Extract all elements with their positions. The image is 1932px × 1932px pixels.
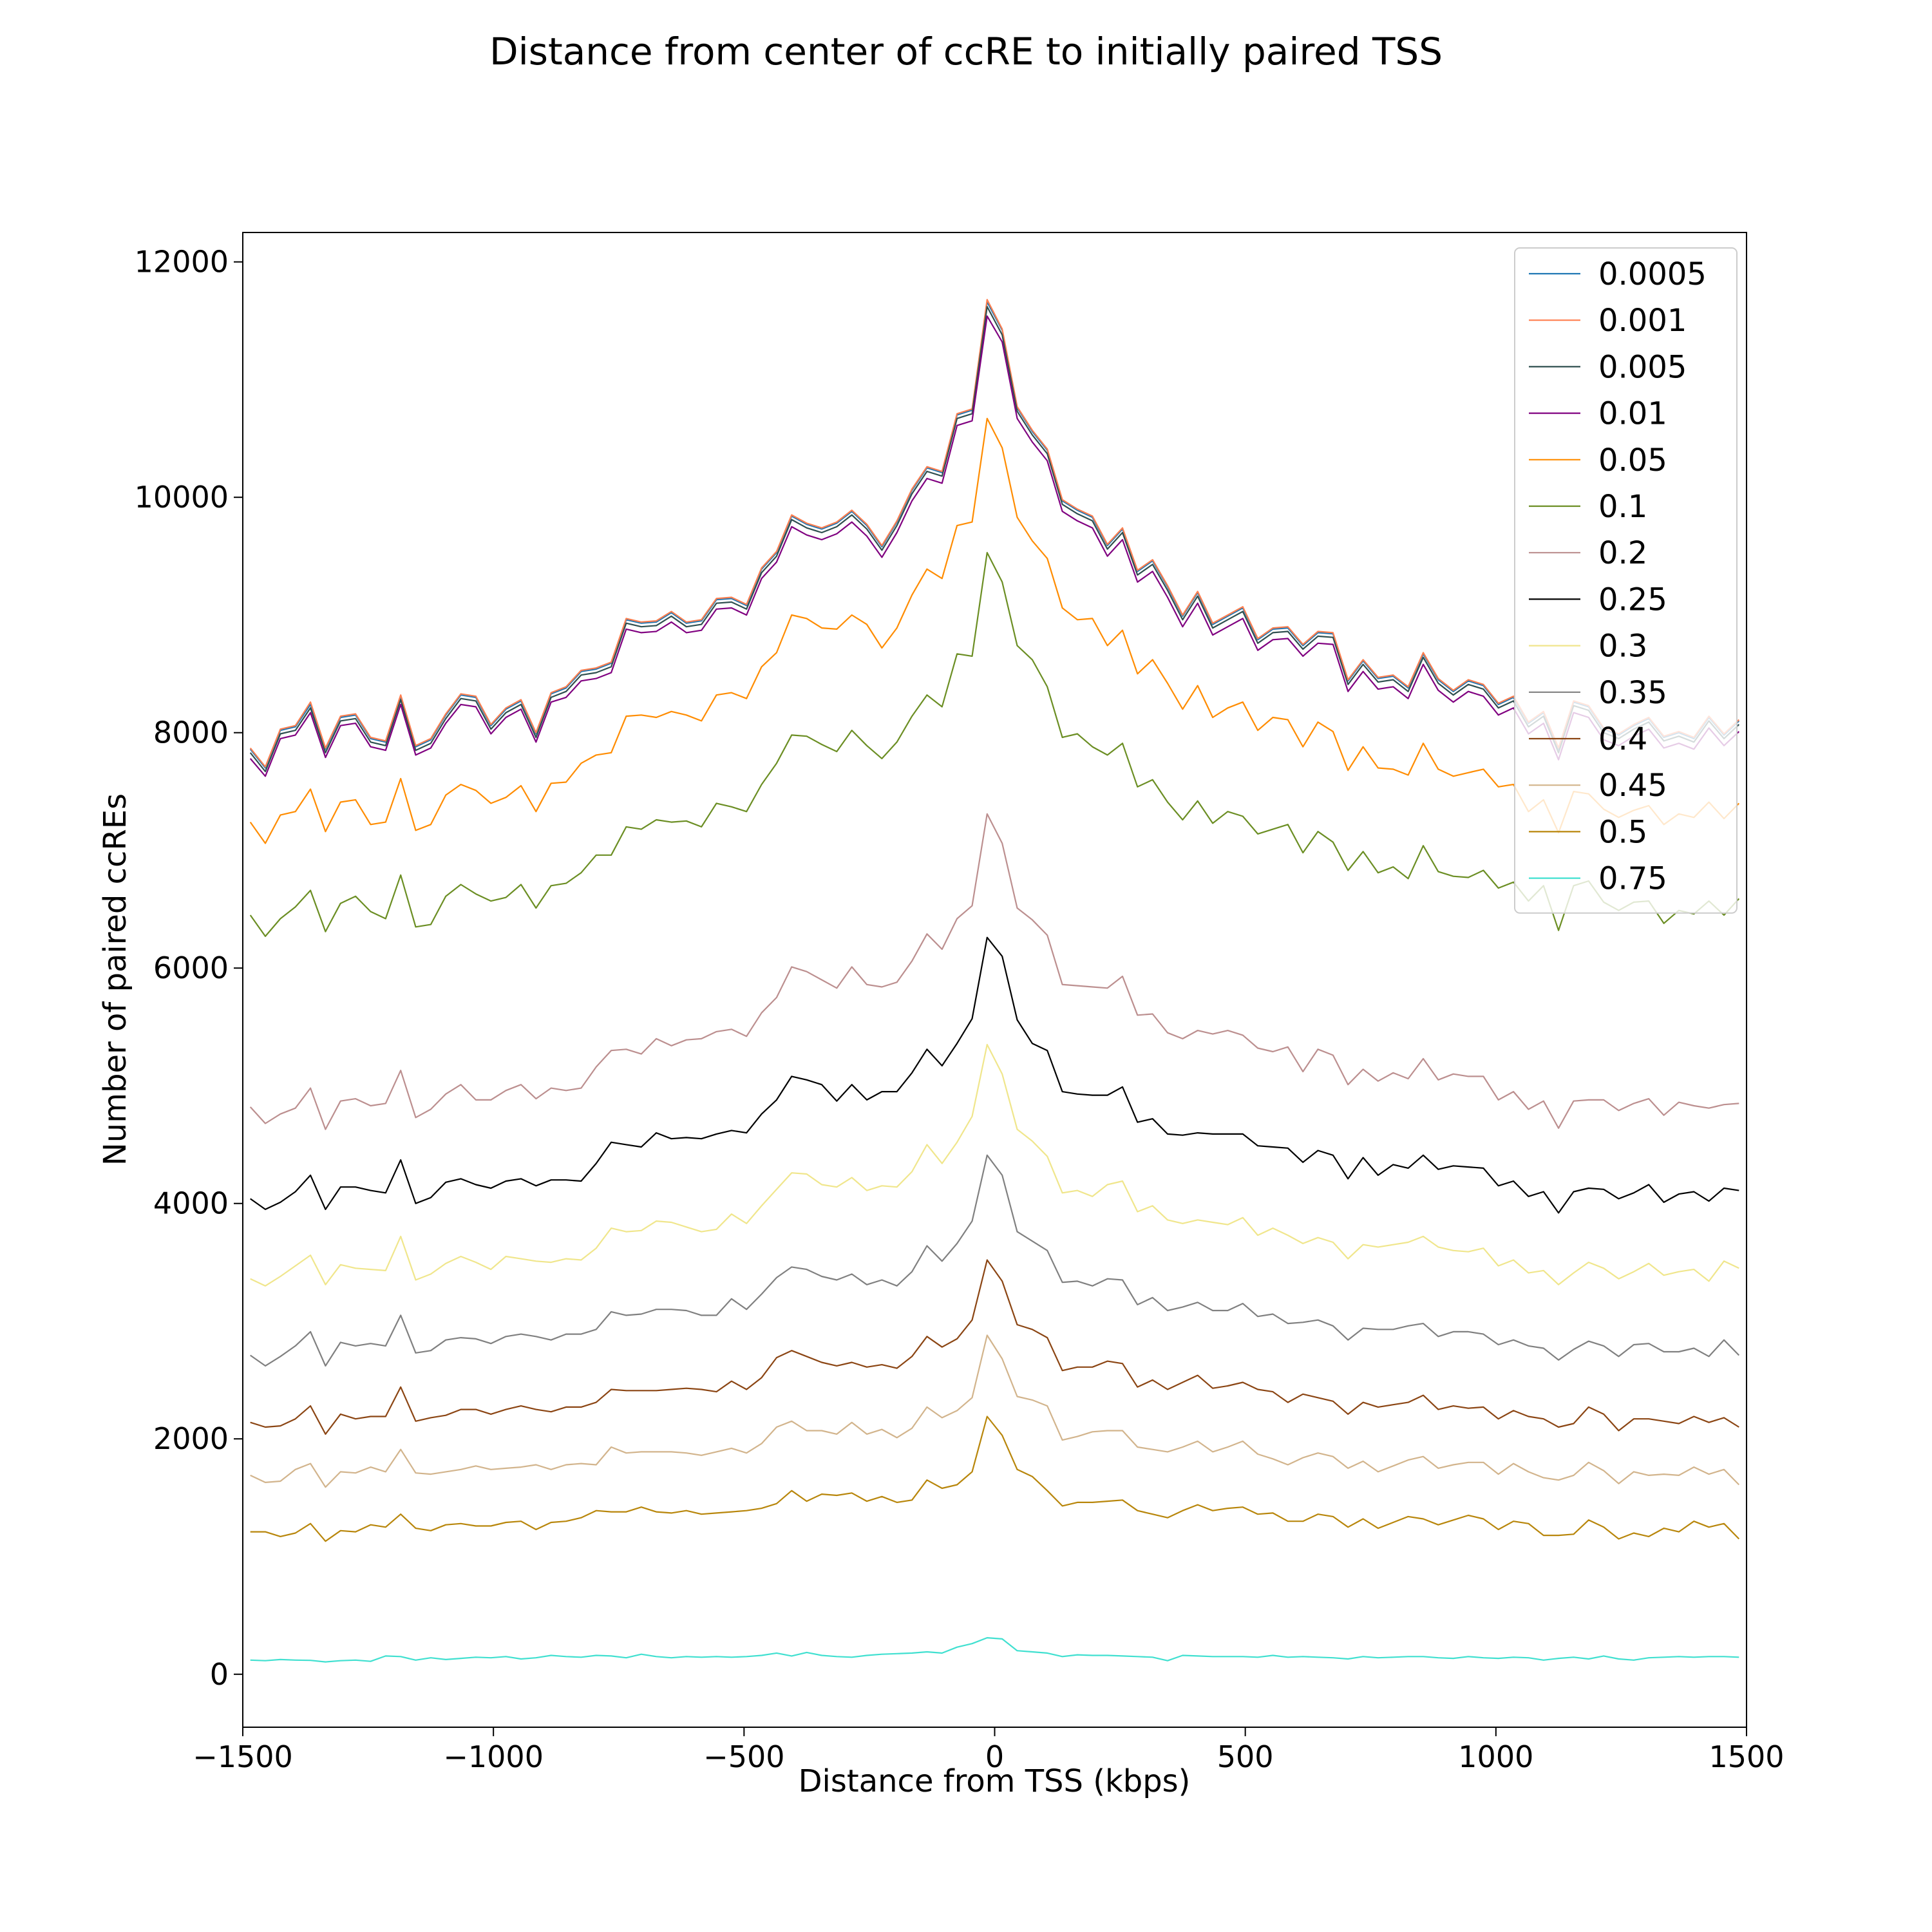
x-tick-label: 500 xyxy=(1217,1739,1274,1774)
legend-label: 0.1 xyxy=(1598,489,1647,525)
series-lines xyxy=(249,299,1740,1663)
legend-label: 0.005 xyxy=(1598,349,1687,385)
y-tick-label: 2000 xyxy=(153,1421,229,1456)
x-axis: −1500 −1000 −500 0 500 1000 1500 xyxy=(193,1727,1785,1774)
legend-box xyxy=(1514,247,1738,914)
series-line-0_45 xyxy=(250,1334,1740,1488)
series-line-0_0005 xyxy=(249,301,1740,769)
x-tick-label: 1000 xyxy=(1458,1739,1533,1774)
legend-label: 0.0005 xyxy=(1598,256,1707,292)
x-axis-label: Distance from TSS (kbps) xyxy=(799,1763,1191,1799)
x-tick-label: 0 xyxy=(985,1739,1004,1774)
series-line-0_25 xyxy=(250,936,1739,1214)
y-axis-label: Number of paired ccREs xyxy=(97,793,133,1166)
series-line-0_05 xyxy=(249,417,1740,844)
series-line-0_1 xyxy=(249,551,1740,938)
chart-title: Distance from center of ccRE to initiall… xyxy=(489,30,1443,73)
series-line-0_3 xyxy=(250,1043,1739,1287)
legend: 0.0005 0.001 0.005 0.01 0.05 0.1 0.2 0.25 0.3 0.3… xyxy=(1514,247,1738,914)
series-line-0_4 xyxy=(250,1259,1739,1435)
series-line-0_35 xyxy=(250,1154,1740,1367)
x-tick-label: −1500 xyxy=(193,1739,293,1774)
legend-label: 0.05 xyxy=(1598,442,1667,478)
y-tick-label: 12000 xyxy=(135,245,229,279)
legend-label: 0.75 xyxy=(1598,861,1667,897)
legend-label: 0.25 xyxy=(1598,582,1667,618)
series-line-0_005 xyxy=(249,306,1740,773)
series-line-0_5 xyxy=(250,1416,1740,1542)
x-tick-label: −1000 xyxy=(443,1739,544,1774)
legend-label: 0.001 xyxy=(1598,303,1687,339)
y-tick-label: 8000 xyxy=(153,715,229,750)
series-line-0_2 xyxy=(249,813,1739,1130)
y-axis: 0 2000 4000 6000 8000 10000 12000 xyxy=(135,245,243,1692)
x-tick-label: −500 xyxy=(703,1739,784,1774)
y-tick-label: 4000 xyxy=(153,1186,229,1221)
legend-label: 0.35 xyxy=(1598,675,1667,711)
series-line-0_001 xyxy=(249,299,1740,768)
series-line-0_01 xyxy=(249,315,1740,777)
legend-label: 0.45 xyxy=(1598,768,1667,804)
legend-label: 0.01 xyxy=(1598,396,1667,432)
x-tick-label: 1500 xyxy=(1709,1739,1784,1774)
y-tick-label: 10000 xyxy=(135,480,229,515)
legend-label: 0.3 xyxy=(1598,629,1647,665)
legend-label: 0.5 xyxy=(1598,814,1647,850)
y-tick-label: 0 xyxy=(210,1657,229,1692)
series-line-0_75 xyxy=(250,1637,1739,1663)
y-tick-label: 6000 xyxy=(153,951,229,985)
legend-label: 0.2 xyxy=(1598,535,1647,571)
legend-label: 0.4 xyxy=(1598,721,1647,757)
